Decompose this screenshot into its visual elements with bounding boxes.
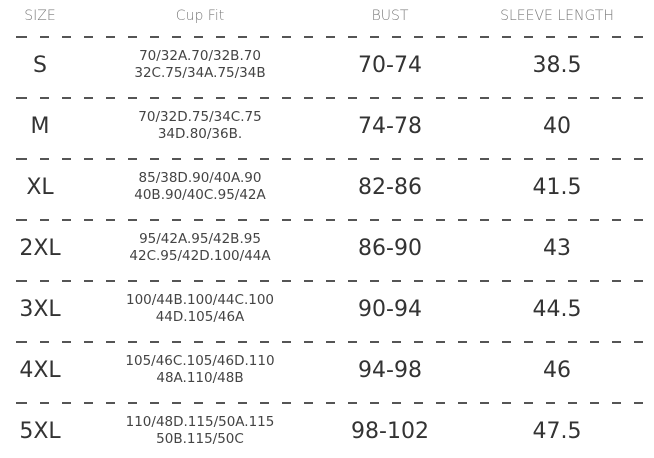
sleeve-length-cell: 41.5 [532,174,582,200]
cup-fit-cell: 70/32D.75/34C.75 34D.80/36B. [80,109,320,143]
cup-fit-line: 32C.75/34A.75/34B [134,65,266,81]
table-row: 4XL 105/46C.105/46D.110 48A.110/48B 94-9… [0,343,654,397]
cup-fit-line: 110/48D.115/50A.115 [125,414,275,430]
row-divider [4,97,644,99]
cup-fit-line: 40B.90/40C.95/42A [134,187,266,203]
sleeve-length-cell: 46 [543,357,571,383]
row-divider [4,341,644,343]
bust-cell: 82-86 [358,174,422,200]
cup-fit-cell: 110/48D.115/50A.115 50B.115/50C [80,414,320,448]
cup-fit-cell: 100/44B.100/44C.100 44D.105/46A [80,292,320,326]
row-divider [4,280,644,282]
header-row: SIZE Cup Fit BUST SLEEVE LENGTH [0,0,654,31]
row-divider [4,219,644,221]
bust-cell: 90-94 [358,296,422,322]
table-row: 3XL 100/44B.100/44C.100 44D.105/46A 90-9… [0,282,654,336]
cup-fit-line: 70/32A.70/32B.70 [139,48,261,64]
sleeve-length-cell: 40 [543,113,571,139]
size-cell: 4XL [19,357,61,383]
cup-fit-line: 100/44B.100/44C.100 [125,292,275,308]
sleeve-length-cell: 44.5 [532,296,582,322]
sleeve-length-cell: 43 [543,235,571,261]
size-cell: M [30,113,50,139]
bust-cell: 94-98 [358,357,422,383]
bust-cell: 74-78 [358,113,422,139]
table-row: M 70/32D.75/34C.75 34D.80/36B. 74-78 40 [0,99,654,153]
size-cell: XL [26,174,54,200]
cup-fit-cell: 105/46C.105/46D.110 48A.110/48B [80,353,320,387]
row-divider [4,402,644,404]
table-row: XL 85/38D.90/40A.90 40B.90/40C.95/42A 82… [0,160,654,214]
cup-fit-cell: 95/42A.95/42B.95 42C.95/42D.100/44A [80,231,320,265]
cup-fit-line: 85/38D.90/40A.90 [138,170,262,186]
bust-cell: 98-102 [351,418,429,444]
cup-fit-line: 70/32D.75/34C.75 [138,109,262,125]
cup-fit-cell: 70/32A.70/32B.70 32C.75/34A.75/34B [80,48,320,82]
header-size: SIZE [24,7,56,24]
row-divider [4,158,644,160]
size-cell: 2XL [19,235,61,261]
cup-fit-cell: 85/38D.90/40A.90 40B.90/40C.95/42A [80,170,320,204]
table-row: S 70/32A.70/32B.70 32C.75/34A.75/34B 70-… [0,38,654,92]
size-cell: S [33,52,47,78]
cup-fit-line: 48A.110/48B [156,370,244,386]
table-row: 2XL 95/42A.95/42B.95 42C.95/42D.100/44A … [0,221,654,275]
bust-cell: 70-74 [358,52,422,78]
cup-fit-line: 105/46C.105/46D.110 [125,353,275,369]
cup-fit-line: 34D.80/36B. [157,126,243,142]
header-bust: BUST [371,7,409,24]
size-cell: 5XL [19,418,61,444]
header-sleeve-length: SLEEVE LENGTH [500,7,614,24]
cup-fit-line: 50B.115/50C [156,431,244,447]
bust-cell: 86-90 [358,235,422,261]
table-row: 5XL 110/48D.115/50A.115 50B.115/50C 98-1… [0,404,654,458]
sleeve-length-cell: 47.5 [532,418,582,444]
row-divider [4,36,644,38]
sleeve-length-cell: 38.5 [532,52,582,78]
cup-fit-line: 42C.95/42D.100/44A [129,248,271,264]
cup-fit-line: 95/42A.95/42B.95 [139,231,261,247]
cup-fit-line: 44D.105/46A [155,309,245,325]
header-cup-fit: Cup Fit [175,7,225,24]
size-cell: 3XL [19,296,61,322]
